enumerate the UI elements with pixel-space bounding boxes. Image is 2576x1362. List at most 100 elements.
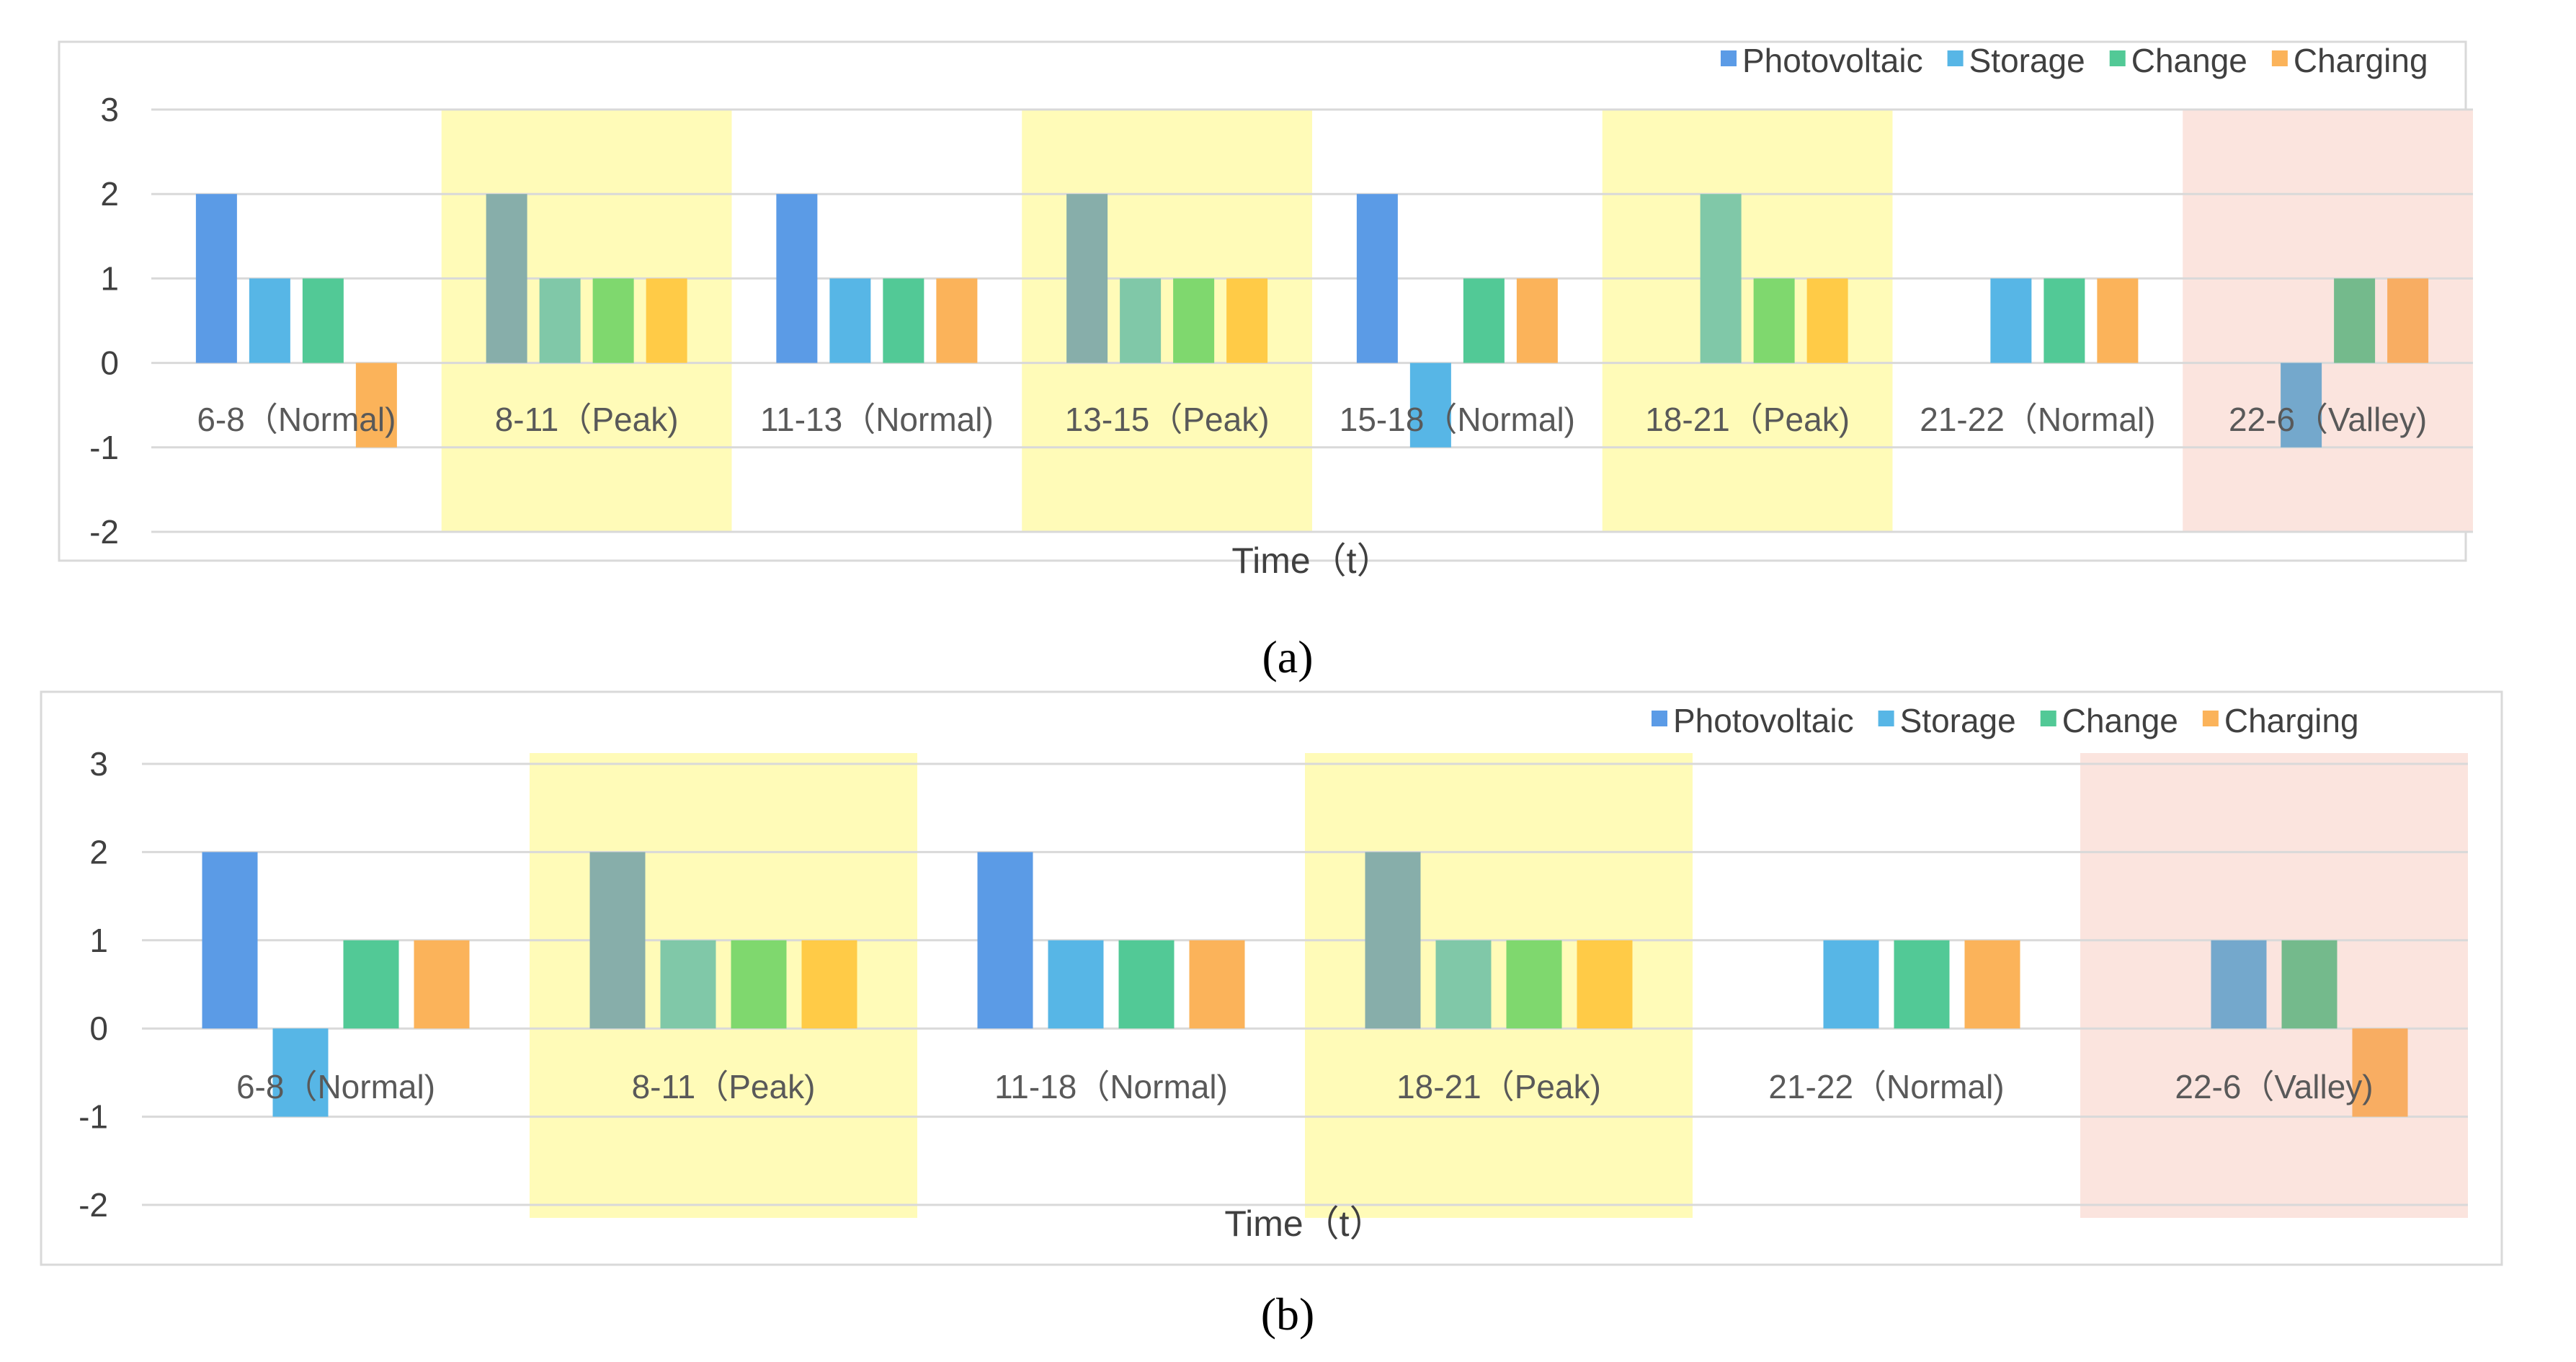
peak-period-band <box>1022 110 1312 532</box>
category-label: 22-6（Valley) <box>2229 401 2427 438</box>
legend-label-storage: Storage <box>1900 702 2016 739</box>
bar-charging <box>801 940 857 1029</box>
category-label: 8-11（Peak) <box>495 401 679 438</box>
y-tick-label: 3 <box>89 745 108 783</box>
category-label: 13-15（Peak) <box>1065 401 1270 438</box>
bar-charging <box>1964 940 2020 1029</box>
bar-storage <box>2211 940 2267 1029</box>
y-tick-label: -1 <box>79 1098 108 1136</box>
category-label: 11-18（Normal) <box>994 1068 1228 1105</box>
legend-label-change: Change <box>2131 42 2247 79</box>
bar-charging <box>414 940 470 1029</box>
bar-charging <box>936 278 978 363</box>
bar-change <box>1753 278 1795 363</box>
bar-charging <box>1226 278 1268 363</box>
y-tick-label: 2 <box>100 175 119 213</box>
bar-change <box>1463 278 1505 363</box>
panel-b-chart: 3 2 1 0 -1 -2 6-8（Normal) 8-11（Peak) 11-18（Norma… <box>40 690 2503 1266</box>
bar-storage <box>1409 362 1451 448</box>
bar-charging <box>355 362 397 448</box>
category-label: 8-11（Peak) <box>632 1068 816 1105</box>
y-tick-label: 3 <box>100 91 119 128</box>
bar-charging <box>1577 940 1633 1029</box>
bar-photovoltaic <box>1365 852 1421 1029</box>
legend-swatch-charging <box>2271 50 2288 66</box>
category-label: 6-8（Normal) <box>236 1068 435 1105</box>
bar-change <box>883 278 924 363</box>
bar-photovoltaic <box>202 852 258 1029</box>
panel-a-chart: 3 2 1 0 -1 -2 6-8（Normal) 8-11（Peak) 11-13（Norma… <box>58 40 2473 581</box>
bar-photovoltaic <box>195 194 237 363</box>
category-label: 21-22（Normal) <box>1920 401 2155 438</box>
bar-charging <box>2387 278 2429 363</box>
category-label: 18-21（Peak) <box>1645 401 1850 438</box>
y-tick-label: -1 <box>89 429 119 466</box>
legend-swatch-change <box>2040 711 2056 726</box>
legend-swatch-photovoltaic <box>1721 50 1737 66</box>
bar-storage <box>539 278 581 363</box>
panel-a-caption: (a) <box>1262 631 1313 682</box>
y-tick-label: 1 <box>100 259 119 297</box>
legend-label-photovoltaic: Photovoltaic <box>1742 42 1923 79</box>
bar-storage <box>2281 362 2322 448</box>
bar-storage <box>1823 940 1879 1029</box>
legend-label-change: Change <box>2062 702 2178 739</box>
bar-photovoltaic <box>977 852 1033 1029</box>
bar-photovoltaic <box>776 194 818 363</box>
y-tick-label: 0 <box>89 1010 108 1047</box>
bar-change <box>592 278 634 363</box>
valley-period-band <box>2080 753 2468 1218</box>
bar-storage <box>1120 278 1162 363</box>
bar-photovoltaic <box>1356 194 1398 363</box>
bar-charging <box>646 278 687 363</box>
bar-change <box>343 940 399 1029</box>
y-tick-label: 1 <box>89 922 108 959</box>
y-tick-label: 0 <box>100 344 119 382</box>
legend-label-storage: Storage <box>1969 42 2085 79</box>
bar-storage <box>660 940 716 1029</box>
bar-change <box>2334 278 2376 363</box>
bar-photovoltaic <box>486 194 527 363</box>
peak-period-band <box>530 753 917 1218</box>
bar-change <box>2281 940 2337 1029</box>
peak-period-band <box>441 110 732 532</box>
bar-storage <box>1048 940 1104 1029</box>
bar-charging <box>2352 1028 2408 1117</box>
category-label: 15-18（Normal) <box>1340 401 1575 438</box>
bar-change <box>1506 940 1562 1029</box>
bar-change <box>731 940 787 1029</box>
bar-storage <box>1990 278 2032 363</box>
y-tick-label: 2 <box>89 833 108 871</box>
y-tick-label: -2 <box>89 513 119 551</box>
bar-storage <box>1700 194 1742 363</box>
legend-swatch-charging <box>2202 711 2219 726</box>
panel-b-caption: (b) <box>1261 1288 1315 1340</box>
legend-swatch-storage <box>1878 711 1894 726</box>
legend-label-charging: Charging <box>2294 42 2428 79</box>
bar-charging <box>1516 278 1558 363</box>
bar-change <box>1173 278 1215 363</box>
legend: Photovoltaic Storage Change Charging <box>1721 42 2428 79</box>
x-axis-title: Time（t） <box>1231 540 1392 581</box>
category-label: 21-22（Normal) <box>1768 1068 2004 1105</box>
x-axis-title: Time（t） <box>1224 1203 1385 1244</box>
bar-change <box>2044 278 2085 363</box>
legend: Photovoltaic Storage Change Charging <box>1652 702 2359 739</box>
valley-period-band <box>2183 110 2473 532</box>
bar-change <box>1118 940 1175 1029</box>
legend-swatch-change <box>2109 50 2126 66</box>
bar-photovoltaic <box>1066 194 1108 363</box>
bar-storage <box>829 278 871 363</box>
category-label: 22-6（Valley) <box>2175 1068 2373 1105</box>
category-label: 18-21（Peak) <box>1396 1068 1601 1105</box>
bar-charging <box>2097 278 2139 363</box>
bar-storage <box>1435 940 1492 1029</box>
legend-swatch-photovoltaic <box>1652 711 1667 726</box>
y-tick-label: -2 <box>79 1186 108 1224</box>
bar-photovoltaic <box>589 852 646 1029</box>
bar-storage <box>272 1028 329 1117</box>
category-label: 11-13（Normal) <box>760 401 994 438</box>
legend-label-photovoltaic: Photovoltaic <box>1673 702 1854 739</box>
bar-storage <box>249 278 290 363</box>
